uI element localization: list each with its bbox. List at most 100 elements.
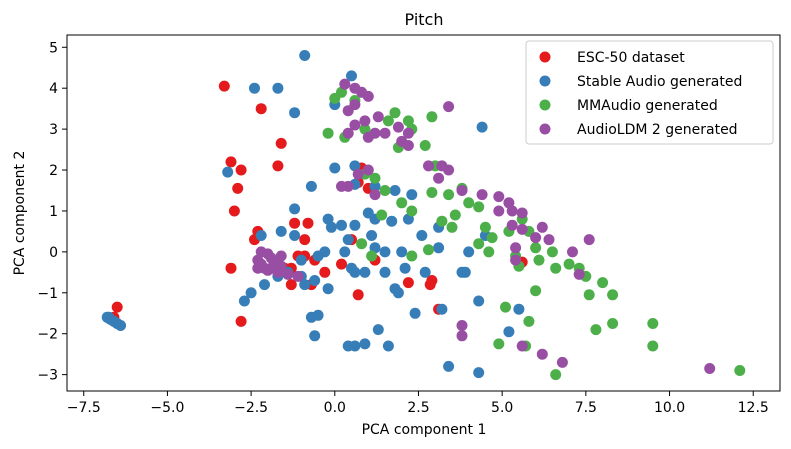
data-point <box>238 295 250 307</box>
data-point <box>443 101 455 113</box>
x-axis-label: PCA component 1 <box>362 422 487 438</box>
x-tick-label: 2.5 <box>407 400 429 416</box>
data-point <box>556 356 568 368</box>
data-point <box>362 90 374 102</box>
y-axis: −3 −2 −1 0 1 2 3 4 5 <box>37 40 67 384</box>
data-point <box>476 121 488 133</box>
data-point <box>479 221 491 233</box>
y-tick-label: −1 <box>37 286 58 302</box>
data-point <box>342 127 354 139</box>
data-point <box>379 185 391 196</box>
y-tick-label: 5 <box>49 40 58 56</box>
data-point <box>369 189 381 201</box>
data-point <box>426 111 438 123</box>
data-point <box>550 262 562 274</box>
data-point <box>289 217 301 229</box>
data-point <box>536 221 548 233</box>
data-point <box>506 205 518 217</box>
data-point <box>396 197 408 209</box>
data-point <box>235 164 247 176</box>
y-tick-label: 2 <box>49 163 58 179</box>
x-tick-label: 5.0 <box>491 400 513 416</box>
data-point <box>456 330 468 342</box>
x-axis: −7.5 −5.0 −2.5 0.0 2.5 5.0 7.5 10.0 12.5 <box>67 391 769 416</box>
legend: ESC-50 dataset Stable Audio generated MMAu… <box>525 40 774 145</box>
data-point <box>402 277 414 289</box>
data-point <box>436 215 448 227</box>
points-layer <box>101 50 746 381</box>
data-point <box>583 234 595 246</box>
data-point <box>436 303 448 315</box>
data-point <box>329 162 341 174</box>
data-point <box>372 324 384 336</box>
data-point <box>493 338 505 350</box>
data-point <box>309 275 321 286</box>
data-point <box>550 369 562 381</box>
data-point <box>111 301 123 313</box>
legend-label: MMAudio generated <box>577 98 718 114</box>
data-point <box>392 287 404 299</box>
data-point <box>506 219 518 231</box>
data-point <box>473 238 485 250</box>
data-point <box>510 242 522 254</box>
data-point <box>533 254 545 266</box>
data-point <box>473 201 485 213</box>
data-point <box>275 250 287 262</box>
data-point <box>409 307 421 319</box>
data-point <box>218 80 230 92</box>
x-tick-label: 0.0 <box>324 400 346 416</box>
series-3 <box>252 78 716 374</box>
data-point <box>336 219 347 231</box>
legend-marker <box>539 123 551 135</box>
data-point <box>366 250 378 262</box>
data-point <box>362 131 374 143</box>
chart-title: Pitch <box>405 10 444 29</box>
data-point <box>546 246 558 258</box>
legend-label: AudioLDM 2 generated <box>577 122 738 138</box>
data-point <box>252 262 264 274</box>
data-point <box>299 234 311 246</box>
data-point <box>372 111 384 123</box>
data-point <box>255 246 267 258</box>
data-point <box>255 103 267 115</box>
legend-label: Stable Audio generated <box>577 74 742 90</box>
data-point <box>516 223 528 235</box>
data-point <box>396 246 408 258</box>
data-point <box>275 225 287 237</box>
x-tick-label: −2.5 <box>234 400 268 416</box>
data-point <box>359 115 371 127</box>
data-point <box>486 232 498 244</box>
data-point <box>272 82 284 94</box>
data-point <box>376 209 388 221</box>
data-point <box>647 318 659 329</box>
data-point <box>336 180 347 192</box>
legend-box <box>525 40 774 145</box>
data-point <box>228 205 240 217</box>
data-point <box>510 254 522 266</box>
data-point <box>255 230 267 241</box>
data-point <box>339 78 351 90</box>
data-point <box>342 105 354 117</box>
data-point <box>336 258 347 270</box>
data-point <box>419 266 431 278</box>
data-point <box>302 217 314 229</box>
data-point <box>389 185 401 196</box>
data-point <box>399 262 411 274</box>
legend-marker <box>539 51 551 63</box>
data-point <box>346 70 357 82</box>
data-point <box>433 242 445 254</box>
data-point <box>349 266 361 278</box>
x-tick-label: 12.5 <box>738 400 769 416</box>
data-point <box>500 301 511 313</box>
data-point <box>402 140 414 151</box>
data-point <box>295 254 307 266</box>
y-axis-label: PCA component 2 <box>12 151 28 276</box>
data-point <box>349 219 361 231</box>
data-point <box>493 191 505 203</box>
data-point <box>369 180 381 192</box>
data-point <box>292 270 304 282</box>
data-point <box>503 326 515 338</box>
data-point <box>379 246 391 258</box>
data-point <box>359 338 371 350</box>
